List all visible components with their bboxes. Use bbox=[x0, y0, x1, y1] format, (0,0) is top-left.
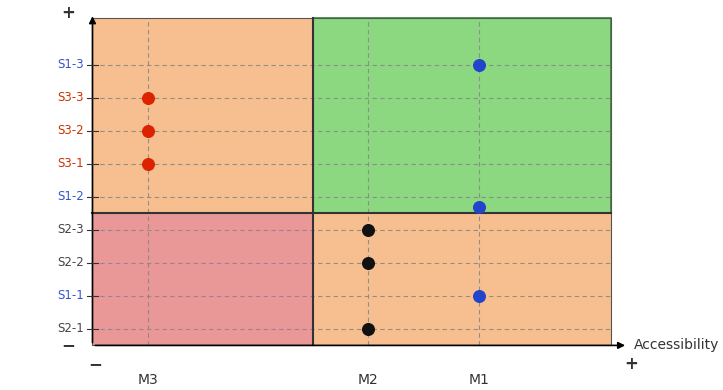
Bar bbox=[313, 18, 612, 213]
Bar bbox=[313, 213, 612, 346]
Text: M3: M3 bbox=[137, 374, 158, 388]
Point bbox=[142, 161, 153, 167]
Text: M1: M1 bbox=[469, 374, 489, 388]
Point bbox=[363, 326, 375, 332]
Bar bbox=[313, 18, 612, 213]
Text: S2-2: S2-2 bbox=[57, 256, 84, 269]
Point bbox=[363, 227, 375, 233]
Text: +: + bbox=[61, 4, 75, 22]
Point bbox=[473, 62, 484, 68]
Bar bbox=[93, 213, 313, 346]
Point bbox=[142, 128, 153, 134]
Point bbox=[363, 260, 375, 266]
Text: S1-1: S1-1 bbox=[57, 289, 84, 302]
Bar bbox=[93, 18, 313, 213]
Text: S1-2: S1-2 bbox=[57, 190, 84, 203]
Point bbox=[142, 94, 153, 101]
Point bbox=[473, 293, 484, 299]
Text: S2-3: S2-3 bbox=[57, 223, 84, 236]
Text: Accessibility: Accessibility bbox=[633, 339, 719, 353]
Text: S3-3: S3-3 bbox=[57, 91, 84, 104]
Text: S3-1: S3-1 bbox=[57, 157, 84, 170]
Text: S2-1: S2-1 bbox=[57, 323, 84, 335]
Bar bbox=[93, 18, 612, 346]
Text: S3-2: S3-2 bbox=[57, 124, 84, 137]
Point bbox=[473, 204, 484, 210]
Text: M2: M2 bbox=[358, 374, 379, 388]
Text: −: − bbox=[61, 337, 75, 355]
Text: +: + bbox=[625, 355, 638, 372]
Text: −: − bbox=[87, 355, 102, 372]
Text: S1-3: S1-3 bbox=[57, 58, 84, 71]
